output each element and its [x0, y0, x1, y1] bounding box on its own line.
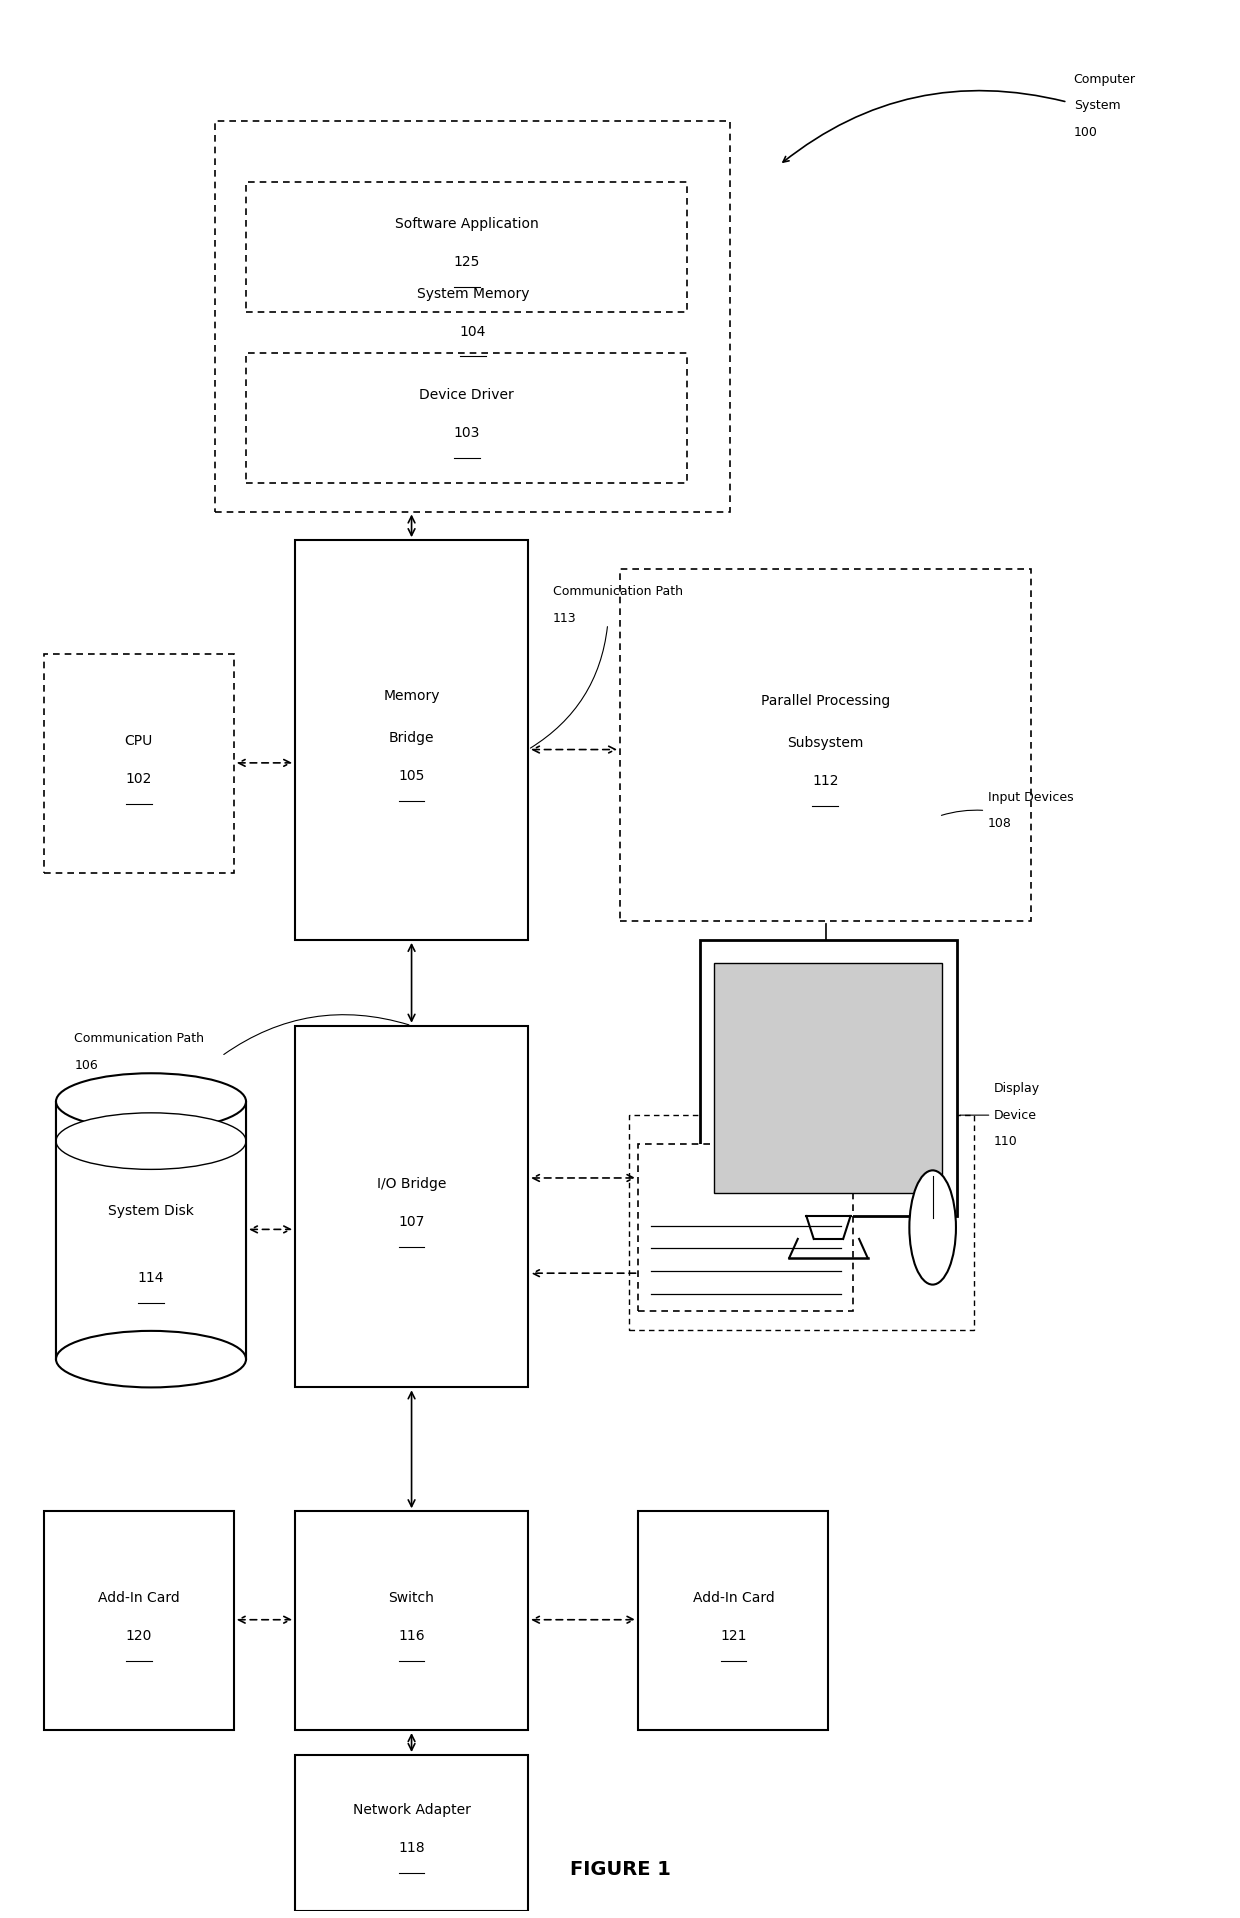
- FancyBboxPatch shape: [639, 1511, 828, 1730]
- FancyBboxPatch shape: [295, 1511, 528, 1730]
- Text: Bridge: Bridge: [389, 731, 434, 744]
- Text: Computer: Computer: [1074, 73, 1136, 86]
- FancyBboxPatch shape: [43, 1511, 234, 1730]
- Ellipse shape: [909, 1170, 956, 1285]
- Text: System: System: [1074, 100, 1120, 113]
- FancyBboxPatch shape: [714, 963, 942, 1193]
- Text: Add-In Card: Add-In Card: [98, 1590, 180, 1605]
- Text: System Memory: System Memory: [417, 286, 529, 301]
- Text: 105: 105: [398, 769, 425, 783]
- FancyBboxPatch shape: [246, 182, 687, 311]
- Text: FIGURE 1: FIGURE 1: [569, 1860, 671, 1878]
- Text: 100: 100: [1074, 127, 1097, 140]
- Text: 112: 112: [812, 775, 838, 788]
- Text: 120: 120: [125, 1628, 153, 1644]
- Text: Device Driver: Device Driver: [419, 387, 515, 403]
- Text: 103: 103: [454, 426, 480, 441]
- Text: Parallel Processing: Parallel Processing: [761, 694, 890, 708]
- Text: 110: 110: [994, 1135, 1018, 1149]
- Text: 118: 118: [398, 1841, 425, 1855]
- Text: Display: Display: [994, 1082, 1040, 1095]
- Text: 102: 102: [125, 773, 153, 786]
- Text: Input Devices: Input Devices: [988, 790, 1074, 804]
- FancyBboxPatch shape: [639, 1143, 853, 1312]
- Text: Software Application: Software Application: [394, 217, 538, 230]
- FancyBboxPatch shape: [295, 541, 528, 940]
- Text: 116: 116: [398, 1628, 425, 1644]
- Text: 104: 104: [460, 324, 486, 339]
- Text: Communication Path: Communication Path: [74, 1032, 205, 1045]
- Text: Device: Device: [994, 1109, 1037, 1122]
- Text: 106: 106: [74, 1059, 98, 1072]
- FancyBboxPatch shape: [246, 353, 687, 483]
- FancyBboxPatch shape: [295, 1026, 528, 1387]
- FancyBboxPatch shape: [43, 654, 234, 873]
- Ellipse shape: [56, 1074, 246, 1130]
- FancyBboxPatch shape: [216, 121, 730, 512]
- Text: CPU: CPU: [125, 735, 153, 748]
- FancyBboxPatch shape: [620, 568, 1030, 921]
- Text: Switch: Switch: [388, 1590, 434, 1605]
- Text: 107: 107: [398, 1214, 425, 1229]
- Ellipse shape: [56, 1331, 246, 1387]
- Text: Add-In Card: Add-In Card: [693, 1590, 774, 1605]
- Text: 108: 108: [988, 817, 1012, 830]
- Ellipse shape: [56, 1112, 246, 1170]
- Text: I/O Bridge: I/O Bridge: [377, 1176, 446, 1191]
- Text: 125: 125: [454, 255, 480, 269]
- Text: 113: 113: [553, 612, 577, 625]
- FancyBboxPatch shape: [295, 1755, 528, 1910]
- Text: Memory: Memory: [383, 689, 440, 704]
- Text: Subsystem: Subsystem: [787, 737, 863, 750]
- FancyBboxPatch shape: [699, 940, 957, 1216]
- FancyBboxPatch shape: [56, 1101, 246, 1360]
- Text: 114: 114: [138, 1272, 164, 1285]
- Text: Network Adapter: Network Adapter: [352, 1803, 470, 1816]
- Text: 121: 121: [720, 1628, 746, 1644]
- Text: System Disk: System Disk: [108, 1205, 193, 1218]
- Text: Communication Path: Communication Path: [553, 585, 682, 598]
